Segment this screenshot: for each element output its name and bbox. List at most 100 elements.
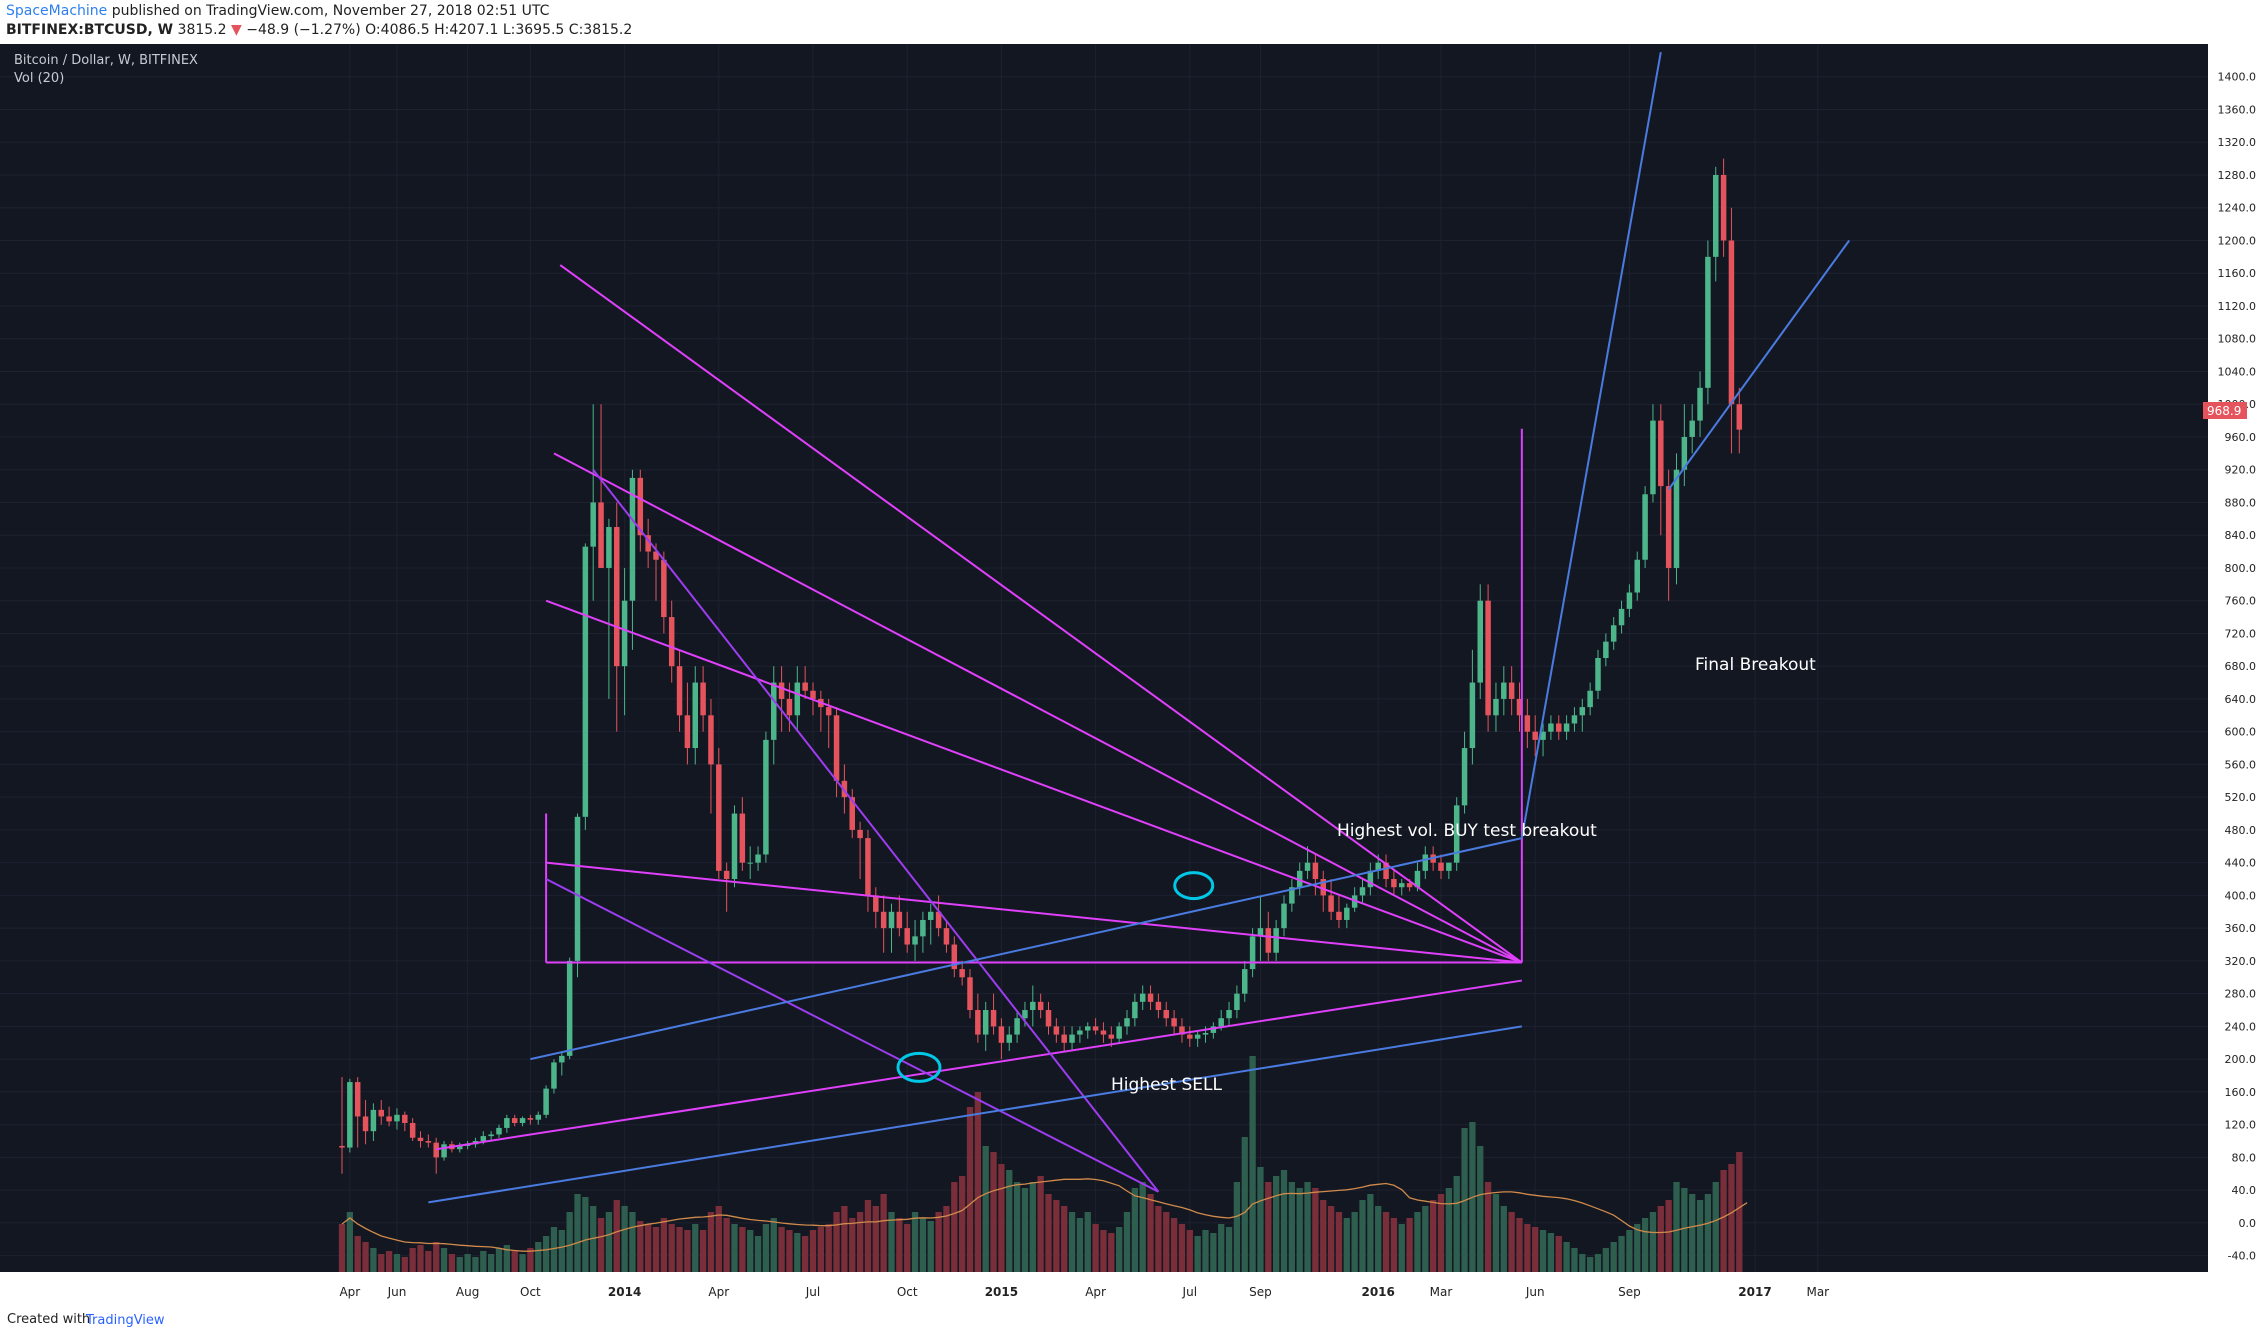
price-tick-label: 1320.0 (2218, 136, 2257, 149)
volume-bar (417, 1245, 424, 1272)
annotation-highest-vol-buy: Highest vol. BUY test breakout (1337, 821, 1597, 841)
volume-bar (409, 1248, 416, 1272)
annotation-final-breakout: Final Breakout (1695, 655, 1816, 675)
volume-bar (527, 1248, 534, 1272)
candle-body (763, 739, 769, 855)
volume-bar (982, 1146, 989, 1272)
grid (0, 44, 2208, 1272)
candle-body (951, 944, 958, 970)
change-text: −48.9 (−1.27%) (246, 22, 361, 38)
candle-body (1367, 870, 1374, 888)
volume-bar (762, 1224, 770, 1272)
price-tick-label: 880.0 (2225, 496, 2257, 509)
volume-bar (1053, 1200, 1060, 1272)
candle-body (998, 1026, 1005, 1043)
volume-bar (998, 1164, 1005, 1272)
candle-body (629, 477, 636, 601)
price-tick-label: 1200.0 (2218, 234, 2257, 247)
low-label: L: (502, 22, 516, 38)
volume-bar (652, 1227, 660, 1272)
candle-body (504, 1118, 510, 1128)
time-tick-label: 2015 (985, 1285, 1018, 1299)
volume-bar (1398, 1224, 1405, 1272)
price-tick-label: 640.0 (2225, 693, 2257, 706)
candle-body (1257, 928, 1264, 937)
candle-body (598, 502, 604, 568)
volume-bar (731, 1224, 738, 1272)
volume-bar (338, 1224, 346, 1272)
volume-bar (433, 1242, 440, 1272)
candle-body (527, 1118, 534, 1120)
volume-bar (1704, 1194, 1712, 1272)
candle-body (708, 715, 714, 765)
price-tick-label: 440.0 (2225, 857, 2257, 870)
volume-bar (1186, 1230, 1193, 1272)
time-tick-label: 2014 (608, 1285, 641, 1299)
volume-bar (809, 1230, 817, 1272)
volume-bar (754, 1236, 762, 1272)
volume-bar (856, 1212, 864, 1272)
volume-bar (676, 1227, 683, 1272)
candle-body (1618, 608, 1625, 626)
author-link[interactable]: SpaceMachine (6, 3, 108, 19)
candle-body (582, 546, 589, 817)
candle-body (1713, 174, 1719, 257)
candles (339, 158, 1743, 1174)
volume-bar (1571, 1248, 1578, 1272)
volume-bar (966, 1107, 974, 1272)
trendline-magenta (545, 861, 1522, 964)
volume-bar (1288, 1182, 1295, 1272)
volume-bar (1414, 1212, 1421, 1272)
tradingview-logo[interactable]: TradingView (86, 1313, 165, 1328)
candle-body (402, 1114, 408, 1124)
candle-body (1563, 723, 1570, 732)
volume-bar (990, 1152, 997, 1272)
volume-bar (1453, 1176, 1460, 1272)
volume-bar (1084, 1212, 1091, 1272)
candle-body (645, 535, 651, 552)
volume-bar (660, 1218, 667, 1272)
volume-bar (1547, 1233, 1555, 1272)
symbol-line: BITFINEX:BTCUSD, W 3815.2 ▼ −48.9 (−1.27… (6, 22, 632, 38)
volume-bar (951, 1182, 958, 1272)
volume-bar (904, 1224, 911, 1272)
volume-bar (1367, 1194, 1374, 1272)
candle-body (896, 911, 903, 929)
candle-body (943, 928, 950, 945)
price-tick-label: 720.0 (2225, 627, 2257, 640)
candlestick-chart[interactable]: -40.0 0.0 40.0 80.0 120.0 160.0 200.0 240.0 280.… (0, 44, 2267, 1312)
volume-bar (1068, 1212, 1076, 1272)
volume-bar (1390, 1218, 1398, 1272)
candle-body (959, 969, 965, 978)
candle-body (1359, 887, 1366, 896)
candle-body (1163, 1010, 1169, 1019)
volume-bar (1116, 1227, 1123, 1272)
candle-body (716, 764, 722, 871)
time-axis[interactable]: Apr Jun Aug Oct 2014 Apr Jul Oct 2015 Apr Jul Sep 20… (0, 1272, 2267, 1312)
volume-bar (974, 1092, 981, 1272)
chart-area[interactable]: -40.0 0.0 40.0 80.0 120.0 160.0 200.0 240.0 280.… (0, 44, 2267, 1312)
candle-body (982, 1010, 989, 1035)
candle-body (1406, 883, 1413, 888)
volume-bar (1673, 1182, 1680, 1272)
candle-body (684, 715, 691, 749)
volume-bar (519, 1254, 526, 1272)
volume-bar (1006, 1170, 1013, 1272)
candle-body (347, 1082, 353, 1148)
price-tick-label: 1240.0 (2218, 202, 2257, 215)
volume-bar (1594, 1254, 1602, 1272)
volume-bar (896, 1218, 903, 1272)
volume-bar (1657, 1206, 1664, 1272)
legend-volume: Vol (20) (14, 71, 64, 86)
volume-bar (1430, 1200, 1437, 1272)
price-axis[interactable]: -40.0 0.0 40.0 80.0 120.0 160.0 200.0 240.0 280.… (2208, 44, 2267, 1312)
candle-body (1226, 1010, 1232, 1019)
volume-bar (370, 1248, 377, 1272)
volume-bar (378, 1254, 385, 1272)
time-tick-label: Apr (1085, 1285, 1106, 1299)
candle-body (731, 813, 738, 880)
candle-body (1532, 731, 1538, 740)
candle-body (661, 559, 667, 618)
volume-bar (613, 1200, 620, 1272)
volume-bar (943, 1206, 950, 1272)
